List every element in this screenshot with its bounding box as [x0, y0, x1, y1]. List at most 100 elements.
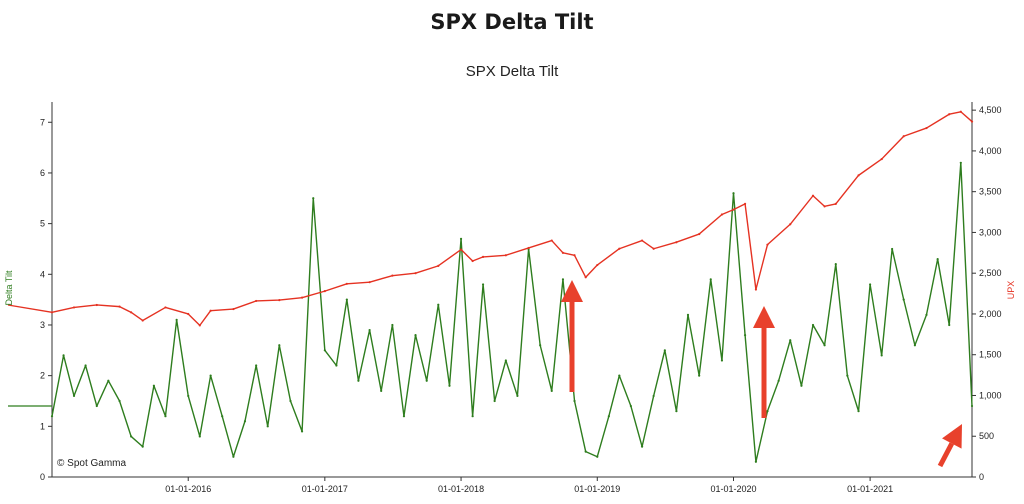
x-tick-label: 01-01-2018 — [438, 484, 484, 494]
delta-tilt-point — [959, 161, 962, 164]
delta-tilt-point — [743, 334, 747, 337]
upx-point — [550, 239, 553, 242]
delta-tilt-point — [913, 344, 916, 347]
delta-tilt-point — [584, 450, 587, 453]
delta-tilt-point — [243, 420, 247, 423]
delta-tilt-point — [323, 349, 326, 352]
delta-tilt-point — [84, 364, 87, 367]
annotation-arrow — [561, 280, 583, 392]
y-right-label: UPX — [1006, 281, 1016, 300]
upx-point — [118, 305, 121, 308]
delta-tilt-point — [539, 344, 542, 347]
annotation-arrow — [937, 424, 962, 468]
y-left-tick-label: 5 — [40, 219, 45, 229]
y-right-tick-label: 1,500 — [979, 350, 1002, 360]
delta-tilt-point — [107, 379, 110, 382]
delta-tilt-point — [823, 344, 826, 347]
chart-title: SPX Delta Tilt — [466, 63, 559, 80]
x-tick: 01-01-2020 — [710, 477, 757, 494]
upx-point — [596, 263, 599, 267]
delta-tilt-point — [141, 445, 144, 448]
upx-point — [652, 247, 655, 250]
x-tick: 01-01-2018 — [438, 477, 484, 494]
upx-point — [732, 208, 735, 211]
y-left-tick: 0 — [40, 472, 52, 482]
y-right-tick: 2,000 — [972, 309, 1002, 319]
delta-tilt-point — [652, 394, 655, 398]
delta-tilt-point — [777, 379, 780, 382]
delta-tilt-point — [629, 404, 632, 408]
upx-point — [368, 281, 371, 284]
upx-point — [278, 298, 281, 302]
y-right-tick-label: 500 — [979, 431, 994, 441]
x-tick: 01-01-2019 — [574, 477, 620, 494]
upx-point — [754, 288, 758, 291]
y-left-tick-label: 4 — [40, 269, 45, 279]
upx-point — [323, 290, 326, 293]
y-right-tick: 1,000 — [972, 390, 1002, 400]
upx-point — [811, 194, 815, 197]
delta-tilt-point — [368, 328, 371, 332]
delta-tilt-point — [209, 374, 212, 377]
upx-point — [130, 311, 133, 314]
delta-tilt-point — [857, 410, 860, 413]
delta-tilt-point — [869, 283, 872, 286]
y-left-tick-label: 7 — [40, 117, 45, 127]
upx-point — [823, 205, 826, 208]
y-left-tick: 4 — [40, 269, 52, 279]
y-right-tick-label: 4,500 — [979, 105, 1002, 115]
y-right-tick: 3,500 — [972, 187, 1002, 197]
delta-tilt-point — [698, 374, 701, 377]
y-right-tick: 0 — [972, 472, 984, 482]
upx-point — [187, 312, 190, 316]
y-right-tick-label: 2,500 — [979, 268, 1002, 278]
delta-tilt-point — [300, 430, 304, 433]
y-left-tick-label: 3 — [40, 320, 45, 330]
upx-point — [618, 247, 621, 250]
delta-tilt-point — [130, 435, 133, 438]
delta-tilt-point — [50, 415, 54, 418]
delta-tilt-point — [550, 389, 553, 392]
upx-point — [527, 246, 530, 250]
upx-point — [584, 276, 587, 279]
y-right-tick-label: 2,000 — [979, 309, 1002, 319]
upx-point — [857, 174, 860, 177]
delta-tilt-point — [880, 354, 883, 357]
delta-tilt-point — [255, 364, 258, 367]
delta-tilt-point — [675, 410, 678, 413]
x-tick-label: 01-01-2019 — [574, 484, 620, 494]
upx-point — [481, 255, 485, 258]
delta-tilt-point — [596, 455, 599, 458]
upx-point — [414, 272, 417, 275]
delta-tilt-point — [573, 399, 576, 403]
delta-tilt-point — [380, 389, 383, 392]
upx-point — [789, 223, 792, 226]
y-right-tick: 1,500 — [972, 350, 1002, 360]
delta-tilt-point — [846, 374, 849, 377]
upx-point — [50, 311, 54, 314]
y-left-tick: 2 — [40, 371, 52, 381]
delta-tilt-point — [516, 394, 519, 398]
delta-tilt-point — [766, 410, 769, 413]
upx-point — [345, 282, 348, 285]
upx-line — [51, 111, 973, 327]
y-right-tick-label: 3,000 — [979, 227, 1002, 237]
upx-point — [198, 324, 201, 327]
delta-tilt-point — [504, 359, 507, 362]
y-left-tick-label: 2 — [40, 371, 45, 381]
upx-point — [720, 213, 724, 216]
delta-tilt-line — [51, 162, 973, 463]
upx-point — [141, 319, 144, 322]
delta-tilt-point — [732, 192, 735, 195]
annotation-arrow — [753, 306, 775, 418]
watermark: © Spot Gamma — [57, 458, 126, 469]
delta-tilt-point — [118, 399, 121, 403]
y-left-tick: 3 — [40, 320, 52, 330]
upx-point — [640, 239, 644, 242]
delta-tilt-point — [936, 257, 939, 261]
upx-point — [902, 135, 905, 138]
delta-tilt-point — [925, 313, 928, 316]
delta-tilt-point — [493, 399, 496, 403]
y-right-tick: 500 — [972, 431, 994, 441]
